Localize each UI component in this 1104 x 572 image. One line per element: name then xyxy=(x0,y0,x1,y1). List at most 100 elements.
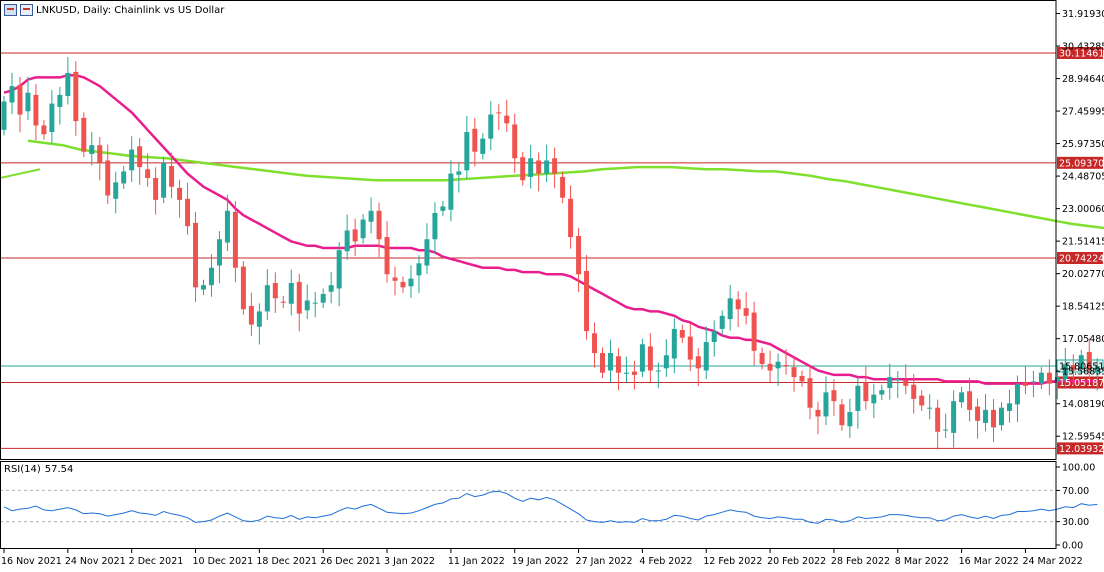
time-tick-label: 12 Feb 2022 xyxy=(703,556,762,567)
rsi-panel-frame xyxy=(0,461,1057,549)
rsi-panel xyxy=(0,489,1098,524)
chart-window-icon[interactable] xyxy=(4,4,17,16)
bullish-candle xyxy=(1054,377,1060,382)
bullish-candle xyxy=(1014,383,1020,405)
bullish-candle xyxy=(208,267,214,286)
bullish-candle xyxy=(671,328,677,359)
bullish-candle xyxy=(655,370,661,372)
bullish-candle xyxy=(328,285,334,292)
time-tick-label: 16 Mar 2022 xyxy=(959,556,1019,567)
bearish-candle xyxy=(376,210,382,240)
bullish-candle xyxy=(959,392,965,403)
bullish-candle xyxy=(432,213,438,240)
bullish-candle xyxy=(464,132,470,171)
axis-labels: 31.91930 30.43285 28.94640 27.45995 25.97350… xyxy=(1,9,1104,567)
level-price-box xyxy=(1057,156,1103,169)
price-panel-frame xyxy=(0,0,1057,460)
bearish-candle xyxy=(863,382,869,402)
bearish-candle xyxy=(169,165,175,187)
bullish-candle xyxy=(264,285,270,312)
rsi-header: RSI(14) 57.54 xyxy=(4,464,73,475)
bearish-candle xyxy=(831,390,837,402)
fast-ma-line xyxy=(3,73,1098,385)
bullish-candle xyxy=(440,206,446,211)
bullish-candle xyxy=(1078,355,1084,370)
bearish-candle xyxy=(767,363,773,371)
bullish-candle xyxy=(639,344,645,372)
bullish-candle xyxy=(1030,381,1036,383)
price-tick-label: 31.91930 xyxy=(1062,9,1104,20)
bullish-candle xyxy=(927,407,933,409)
price-tick-label: 14.08190 xyxy=(1062,399,1104,410)
slow-ma-start-segment xyxy=(0,168,41,179)
bullish-candle xyxy=(528,158,534,177)
bearish-candle xyxy=(576,235,582,275)
bearish-candle xyxy=(647,346,653,371)
bullish-candle xyxy=(448,173,454,210)
bullish-candle xyxy=(983,409,989,423)
bullish-candle xyxy=(216,239,222,266)
bullish-candle xyxy=(623,372,629,374)
bearish-candle xyxy=(911,384,917,399)
bullish-candle xyxy=(1038,372,1044,384)
bearish-candle xyxy=(935,407,941,432)
bullish-candle xyxy=(320,293,326,303)
time-tick-label: 11 Jan 2022 xyxy=(448,556,505,567)
bearish-candle xyxy=(105,160,111,196)
bearish-candle xyxy=(807,378,813,408)
bullish-candle xyxy=(408,278,414,287)
level-price-box xyxy=(1057,252,1103,265)
bullish-candle xyxy=(9,86,15,103)
bearish-candle xyxy=(560,176,566,198)
bullish-candle xyxy=(336,250,342,289)
bearish-candle xyxy=(759,353,765,364)
bearish-candle xyxy=(97,145,103,163)
bullish-candle xyxy=(711,331,717,343)
axes xyxy=(0,0,1060,553)
bullish-candle xyxy=(416,263,422,276)
bullish-candle xyxy=(999,407,1004,426)
bearish-candle xyxy=(1086,351,1092,371)
time-tick-label: 16 Nov 2021 xyxy=(1,556,62,567)
bearish-candle xyxy=(232,211,238,268)
chart-settings-icon[interactable] xyxy=(20,4,33,16)
rsi-tick-label: 100.00 xyxy=(1062,463,1095,474)
bearish-candle xyxy=(536,160,542,174)
bearish-candle xyxy=(631,371,637,375)
bullish-candle xyxy=(719,315,725,329)
chart-caption: LNKUSD, Daily: Chainlink vs US Dollar xyxy=(36,4,225,16)
bearish-candle xyxy=(17,85,23,115)
bearish-candle xyxy=(504,115,510,124)
bearish-candle xyxy=(967,391,973,410)
bearish-candle xyxy=(903,380,909,386)
bullish-candle xyxy=(121,171,127,184)
bullish-candle xyxy=(456,171,462,175)
bearish-candle xyxy=(695,356,701,369)
bullish-candle xyxy=(256,311,262,327)
bearish-candle xyxy=(839,404,845,426)
bearish-candle xyxy=(145,169,151,178)
bearish-candle xyxy=(137,146,143,168)
bearish-candle xyxy=(248,305,254,325)
chart-header: LNKUSD, Daily: Chainlink vs US Dollar xyxy=(4,2,224,18)
price-tick-label: 21.51415 xyxy=(1062,237,1104,248)
time-tick-label: 28 Feb 2022 xyxy=(831,556,890,567)
time-tick-label: 20 Feb 2022 xyxy=(767,556,826,567)
bearish-candle xyxy=(33,94,39,126)
price-tick-label: 15.56835 xyxy=(1062,367,1104,378)
bullish-candle xyxy=(1094,366,1100,373)
price-tick-label: 28.94640 xyxy=(1062,74,1104,85)
bullish-candle xyxy=(951,401,957,433)
bearish-candle xyxy=(799,375,805,382)
bearish-candle xyxy=(520,157,526,181)
bullish-candle xyxy=(703,342,709,371)
bearish-candle xyxy=(177,187,183,200)
level-price-label: 25.09370 xyxy=(1059,158,1104,169)
bearish-candle xyxy=(791,367,797,378)
time-tick-label: 24 Mar 2022 xyxy=(1022,556,1082,567)
bullish-candle xyxy=(360,219,366,239)
price-tick-label: 24.48705 xyxy=(1062,172,1104,183)
candles xyxy=(1,57,1100,450)
bullish-candle xyxy=(1,101,7,130)
